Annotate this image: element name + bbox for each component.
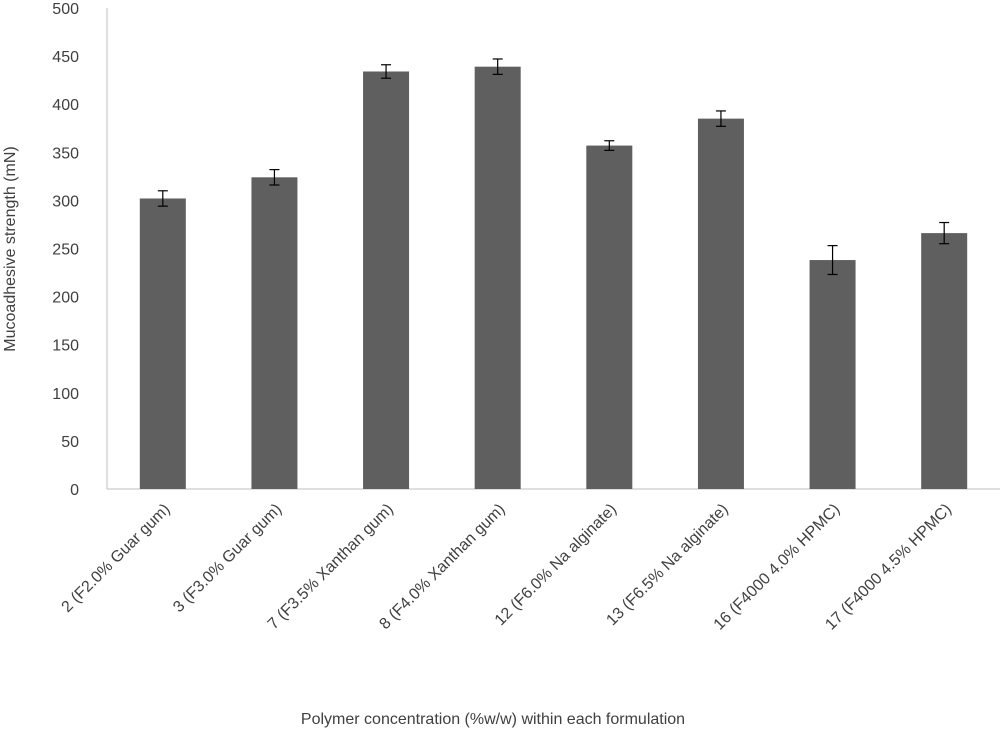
bar: [139, 198, 186, 489]
category-label: 17 (F4000 4.5% HPMC): [822, 501, 955, 634]
bar: [363, 71, 410, 489]
category-label: 12 (F6.0% Na alginate): [492, 501, 620, 629]
category-label: 13 (F6.5% Na alginate): [603, 501, 731, 629]
y-tick-label: 450: [52, 49, 79, 66]
x-axis-title: Polymer concentration (%w/w) within each…: [301, 711, 685, 728]
y-tick-label: 200: [52, 290, 79, 307]
y-tick-label: 400: [52, 97, 79, 114]
category-label: 3 (F3.0% Guar gum): [170, 501, 285, 616]
category-label: 8 (F4.0% Xanthan gum): [376, 501, 508, 633]
y-tick-label: 150: [52, 338, 79, 355]
y-tick-labels: 0 50 100 150 200 250 300 350 400 450 500: [52, 1, 79, 499]
category-labels: 2 (F2.0% Guar gum)3 (F3.0% Guar gum)7 (F…: [59, 501, 956, 634]
bar: [586, 145, 633, 490]
y-tick-label: 50: [61, 434, 79, 451]
category-label: 2 (F2.0% Guar gum): [59, 501, 174, 616]
bar: [809, 260, 856, 489]
bar: [697, 118, 744, 489]
bars: [139, 58, 968, 490]
y-axis-title: Mucoadhesive strength (mN): [2, 146, 19, 351]
y-tick-label: 250: [52, 242, 79, 259]
bar: [474, 66, 521, 489]
y-tick-label: 0: [70, 482, 79, 499]
y-tick-label: 500: [52, 1, 79, 18]
category-label: 16 (F4000 4.0% HPMC): [711, 501, 844, 634]
bar: [921, 233, 968, 489]
y-tick-label: 350: [52, 145, 79, 162]
bar: [251, 177, 298, 489]
y-tick-label: 100: [52, 386, 79, 403]
category-label: 7 (F3.5% Xanthan gum): [265, 501, 397, 633]
y-tick-label: 300: [52, 193, 79, 210]
